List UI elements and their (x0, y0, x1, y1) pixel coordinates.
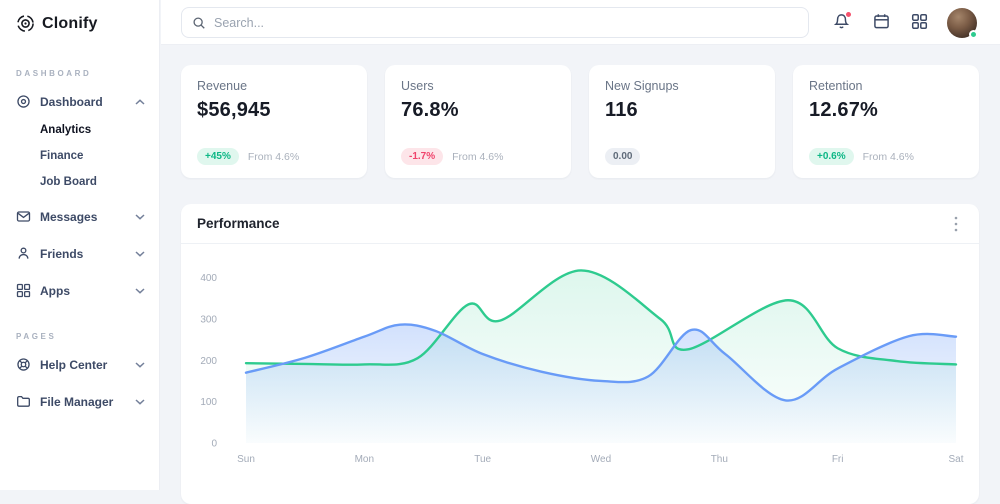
chevron-down-icon (135, 287, 145, 294)
performance-chart: 0 100 200 300 400 Sun Mon Tue Wed Thu Fri Sat (200, 269, 964, 465)
stat-value: 12.67% (809, 99, 879, 121)
svg-text:Thu: Thu (711, 454, 728, 465)
calendar-icon[interactable] (873, 13, 890, 30)
trend-badge: 0.00 (605, 148, 641, 165)
sidebar-item-label: Help Center (40, 357, 108, 372)
avatar[interactable] (947, 8, 978, 39)
sidebar-item-label: Friends (40, 246, 84, 261)
stat-value: 116 (605, 99, 638, 121)
svg-text:100: 100 (200, 397, 217, 408)
folder-icon (17, 395, 30, 407)
svg-text:0: 0 (211, 439, 217, 450)
sidebar-subitem-job-board[interactable]: Job Board (40, 176, 97, 188)
svg-text:Tue: Tue (474, 454, 491, 465)
trend-badge: +0.6% (809, 148, 854, 165)
stat-title: Retention (809, 79, 863, 93)
chevron-down-icon (135, 398, 145, 405)
lifebuoy-icon (17, 358, 30, 371)
stat-card-retention: Retention 12.67% +0.6% From 4.6% (793, 65, 979, 178)
notifications-button[interactable] (830, 0, 852, 45)
sidebar-item-dashboard[interactable]: Dashboard (0, 86, 159, 117)
stat-card-revenue: Revenue $56,945 +45% From 4.6% (181, 65, 367, 178)
sidebar-item-help-center[interactable]: Help Center (0, 349, 159, 380)
main-content: Revenue $56,945 +45% From 4.6% Users 76.… (161, 45, 1000, 504)
performance-title: Performance (197, 216, 280, 231)
sidebar-item-messages[interactable]: Messages (0, 201, 159, 232)
sidebar-item-label: Dashboard (40, 94, 103, 109)
chevron-down-icon (135, 361, 145, 368)
bell-icon (833, 14, 850, 29)
nav-section-pages: PAGES (16, 332, 57, 341)
chevron-down-icon (135, 250, 145, 257)
svg-text:Sat: Sat (948, 454, 963, 465)
sidebar-item-label: Apps (40, 283, 70, 298)
svg-text:Sun: Sun (237, 454, 255, 465)
svg-text:400: 400 (200, 273, 217, 284)
trend-badge: -1.7% (401, 148, 444, 165)
svg-text:Fri: Fri (832, 454, 844, 465)
sidebar-item-file-manager[interactable]: File Manager (0, 386, 159, 417)
stat-title: Users (401, 79, 434, 93)
trend-badge: +45% (197, 148, 239, 165)
svg-text:Wed: Wed (591, 454, 611, 465)
sidebar-item-label: Messages (40, 209, 98, 224)
stat-note: From 4.6% (452, 150, 504, 163)
envelope-icon (16, 211, 31, 222)
stat-title: Revenue (197, 79, 248, 93)
sidebar-item-label: File Manager (40, 394, 114, 409)
search-input[interactable] (214, 15, 798, 30)
svg-text:200: 200 (200, 356, 217, 367)
person-icon (18, 247, 29, 259)
apps-grid-icon[interactable] (911, 13, 928, 30)
stat-card-row: Revenue $56,945 +45% From 4.6% Users 76.… (181, 65, 979, 178)
nav-section-dashboard: DASHBOARD (16, 69, 92, 78)
grid-icon (16, 283, 31, 298)
stat-note: From 4.6% (247, 150, 300, 163)
stat-title: New Signups (605, 79, 679, 93)
sidebar-item-friends[interactable]: Friends (0, 238, 159, 269)
dashboard-icon (17, 95, 30, 108)
app-title: Clonify (42, 14, 98, 32)
sidebar-item-apps[interactable]: Apps (0, 275, 159, 306)
sidebar-subitem-finance[interactable]: Finance (40, 150, 84, 162)
search-box[interactable] (181, 7, 809, 38)
online-status-dot (969, 30, 978, 39)
stat-value: $56,945 (197, 99, 271, 121)
topbar (161, 0, 1000, 45)
app-logo[interactable]: Clonify (0, 0, 159, 43)
sidebar: Clonify DASHBOARD Dashboard Analytics Fi… (0, 0, 160, 490)
search-icon (193, 16, 205, 29)
stat-note: From 4.6% (862, 150, 914, 163)
stat-card-users: Users 76.8% -1.7% From 4.6% (385, 65, 571, 178)
logo-icon (17, 15, 34, 32)
chevron-down-icon (135, 213, 145, 220)
notification-badge (845, 11, 852, 18)
sidebar-subitem-analytics[interactable]: Analytics (40, 124, 92, 136)
performance-card: Performance 0 100 200 300 400 Sun Mon Tue Wed Thu… (181, 204, 979, 504)
kebab-menu-icon[interactable] (949, 215, 963, 233)
svg-text:300: 300 (200, 314, 217, 325)
performance-card-header: Performance (181, 204, 979, 244)
stat-card-new-signups: New Signups 116 0.00 (589, 65, 775, 178)
stat-value: 76.8% (401, 99, 459, 121)
svg-text:Mon: Mon (355, 454, 374, 465)
chevron-up-icon (135, 98, 145, 105)
